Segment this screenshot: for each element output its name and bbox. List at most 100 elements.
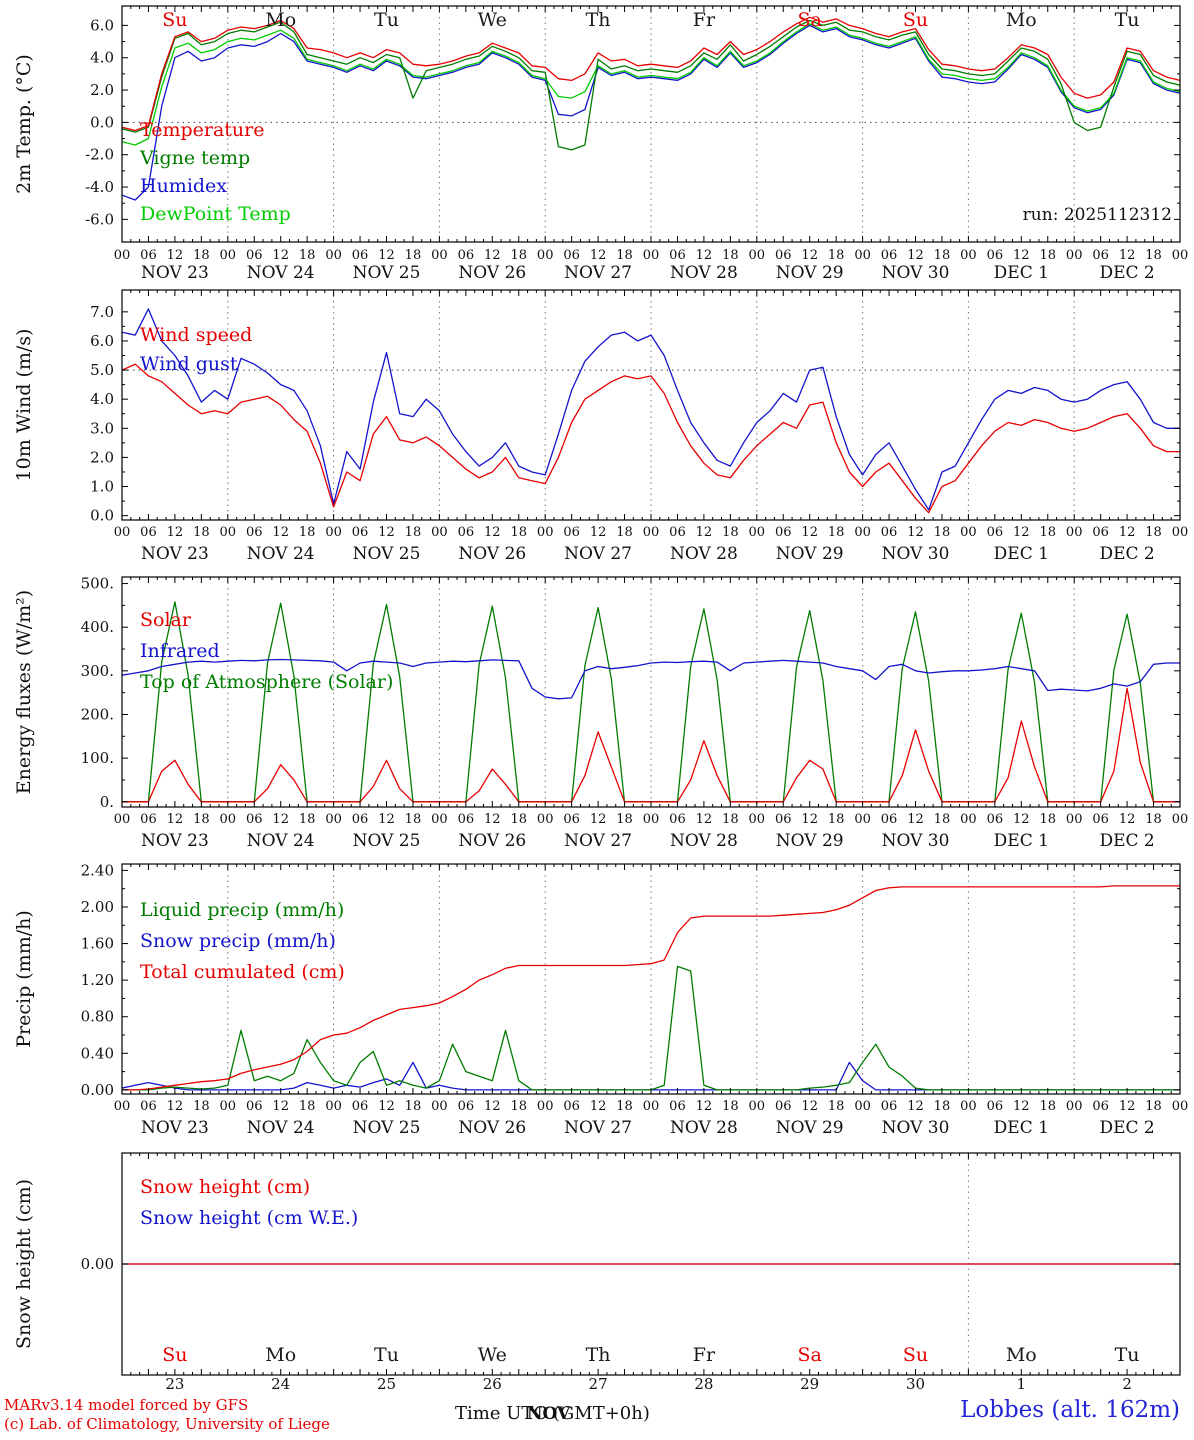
series-group (122, 601, 1180, 803)
day-label: NOV 28 (670, 544, 738, 564)
x-ticks (121, 577, 1181, 807)
dow-label: Sa (798, 9, 822, 31)
day-label: NOV 25 (353, 831, 421, 851)
dow-label: Su (162, 1344, 187, 1366)
y-tick-label: 400. (81, 618, 114, 636)
hour-tick-label: 06 (563, 812, 580, 827)
hour-tick-label: 18 (722, 812, 739, 827)
hour-tick-label: 06 (987, 1099, 1004, 1114)
hour-tick-label: 18 (405, 812, 422, 827)
dow-label: Su (903, 9, 928, 31)
dow-label: Mo (1006, 9, 1037, 31)
hour-tick-label: 00 (854, 1099, 871, 1114)
day-number: 27 (589, 1375, 608, 1393)
x-ticks (121, 864, 1181, 1094)
hour-tick-label: 06 (669, 1099, 686, 1114)
day-number: 1 (1017, 1375, 1027, 1393)
hour-tick-label: 06 (775, 1099, 792, 1114)
series-group (122, 16, 1180, 201)
day-label: NOV 30 (882, 831, 950, 851)
day-label: DEC 1 (994, 544, 1049, 564)
day-gridlines (122, 6, 1180, 242)
hour-tick-label: 00 (960, 812, 977, 827)
y-axis-title: Energy fluxes (W/m²) (13, 590, 35, 794)
hour-tick-label: 06 (563, 1099, 580, 1114)
y-tick-label: 500. (81, 575, 114, 593)
legend-solar: Solar (140, 609, 192, 631)
series-liquid-precip (122, 965, 1180, 1091)
hour-tick-label: 12 (378, 248, 395, 263)
y-ticks (122, 583, 1180, 803)
hour-tick-label: 18 (1145, 812, 1162, 827)
hour-tick-label: 18 (193, 1099, 210, 1114)
hour-tick-label: 06 (352, 1099, 369, 1114)
y-tick-label: -6.0 (85, 210, 114, 228)
dow-label: Mo (265, 1344, 296, 1366)
dow-label: We (478, 9, 507, 31)
y-axis-title: 10m Wind (m/s) (13, 329, 35, 482)
dow-label: Mo (1006, 1344, 1037, 1366)
hour-tick-label: 00 (114, 525, 131, 540)
hour-tick-label: 06 (987, 248, 1004, 263)
hour-tick-label: 18 (510, 1099, 527, 1114)
series-solar (122, 687, 1180, 803)
day-label: NOV 23 (141, 831, 209, 851)
legend-infrared: Infrared (140, 640, 220, 662)
series-wind-speed (122, 363, 1180, 514)
hour-tick-label: 18 (934, 248, 951, 263)
hour-tick-label: 06 (352, 525, 369, 540)
hour-tick-label: 12 (167, 1099, 184, 1114)
legend-vigne-temp: Vigne temp (139, 147, 250, 169)
hour-tick-label: 00 (960, 525, 977, 540)
hour-tick-label: 00 (749, 812, 766, 827)
footer: MARv3.14 model forced by GFS (c) Lab. of… (0, 1395, 1194, 1440)
hour-tick-label: 12 (1119, 525, 1136, 540)
day-label: NOV 27 (564, 831, 632, 851)
hour-tick-label: 18 (722, 248, 739, 263)
hour-tick-label: 06 (140, 248, 157, 263)
dow-label: Fr (693, 1344, 716, 1366)
hour-tick-label: 12 (272, 812, 289, 827)
day-number: 24 (271, 1375, 290, 1393)
day-label: NOV 30 (882, 263, 950, 282)
y-tick-label: 300. (81, 662, 114, 680)
hour-tick-label: 00 (643, 248, 660, 263)
hour-tick-label: 18 (1145, 248, 1162, 263)
hour-tick-label: 06 (775, 248, 792, 263)
y-tick-label: 200. (81, 705, 114, 723)
y-tick-label: 2.00 (81, 898, 114, 916)
hour-tick-label: 06 (1092, 812, 1109, 827)
y-tick-label: 5.0 (90, 361, 114, 379)
y-tick-label: 0.40 (81, 1044, 114, 1062)
hour-tick-label: 06 (881, 248, 898, 263)
hour-tick-label: 00 (537, 525, 554, 540)
y-tick-label: 0.80 (81, 1008, 114, 1026)
hour-tick-label: 12 (590, 248, 607, 263)
run-label: run: 2025112312 (1023, 205, 1172, 225)
hour-tick-label: 18 (1145, 1099, 1162, 1114)
day-label: NOV 26 (458, 544, 526, 564)
hour-tick-label: 06 (669, 525, 686, 540)
hour-tick-label: 00 (220, 525, 237, 540)
day-label: NOV 24 (247, 544, 315, 564)
hour-tick-label: 06 (881, 812, 898, 827)
day-label: NOV 28 (670, 831, 738, 851)
day-label: NOV 23 (141, 263, 209, 282)
dow-label: Tu (374, 9, 399, 31)
hour-tick-label: 06 (881, 525, 898, 540)
y-tick-label: 0.00 (81, 1081, 114, 1099)
hour-tick-label: 00 (431, 248, 448, 263)
day-label: DEC 2 (1099, 263, 1154, 282)
hour-tick-label: 00 (643, 525, 660, 540)
y-tick-label: 100. (81, 749, 114, 767)
hour-tick-label: 18 (616, 812, 633, 827)
day-label: DEC 2 (1099, 831, 1154, 851)
hour-tick-label: 06 (669, 248, 686, 263)
y-tick-label: 2.0 (90, 81, 114, 99)
hour-tick-label: 18 (616, 525, 633, 540)
hour-tick-label: 06 (1092, 1099, 1109, 1114)
day-label: NOV 26 (458, 1118, 526, 1138)
hour-tick-label: 06 (246, 525, 263, 540)
hour-tick-label: 00 (325, 525, 342, 540)
hour-tick-label: 12 (801, 812, 818, 827)
